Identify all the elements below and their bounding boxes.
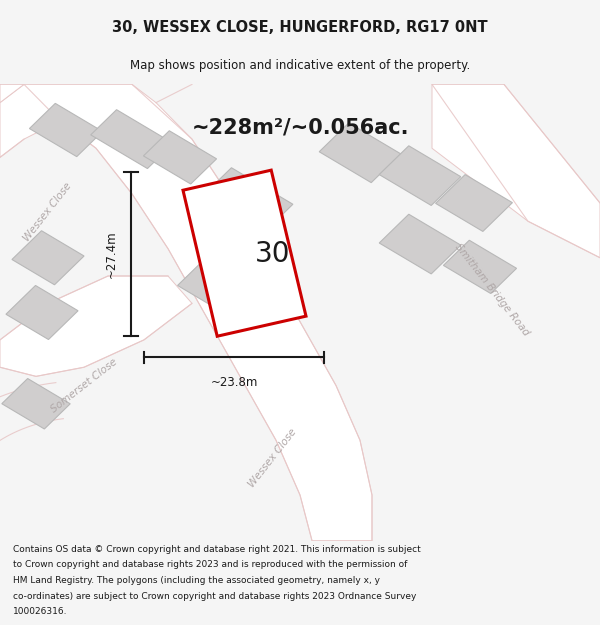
Text: Map shows position and indicative extent of the property.: Map shows position and indicative extent… [130, 59, 470, 72]
Polygon shape [0, 276, 192, 376]
Text: Somerset Close: Somerset Close [49, 357, 119, 414]
Text: ~228m²/~0.056ac.: ~228m²/~0.056ac. [191, 118, 409, 138]
Polygon shape [379, 146, 461, 206]
Polygon shape [0, 84, 24, 102]
Text: 30: 30 [255, 240, 291, 268]
Polygon shape [0, 84, 372, 541]
Polygon shape [432, 84, 600, 258]
Polygon shape [12, 231, 84, 285]
Polygon shape [436, 174, 512, 231]
Text: 30, WESSEX CLOSE, HUNGERFORD, RG17 0NT: 30, WESSEX CLOSE, HUNGERFORD, RG17 0NT [112, 19, 488, 34]
Polygon shape [319, 123, 401, 182]
Polygon shape [443, 240, 517, 294]
Text: Wessex Close: Wessex Close [247, 428, 299, 490]
Polygon shape [143, 131, 217, 184]
Text: to Crown copyright and database rights 2023 and is reproduced with the permissio: to Crown copyright and database rights 2… [13, 561, 407, 569]
Polygon shape [29, 103, 103, 157]
Text: ~27.4m: ~27.4m [105, 230, 118, 278]
Text: co-ordinates) are subject to Crown copyright and database rights 2023 Ordnance S: co-ordinates) are subject to Crown copyr… [13, 592, 416, 601]
Polygon shape [178, 257, 254, 314]
Text: ~23.8m: ~23.8m [211, 376, 257, 389]
Polygon shape [91, 110, 173, 169]
Text: Smitham Bridge Road: Smitham Bridge Road [453, 242, 531, 338]
Polygon shape [6, 286, 78, 339]
Text: Contains OS data © Crown copyright and database right 2021. This information is : Contains OS data © Crown copyright and d… [13, 545, 421, 554]
Text: 100026316.: 100026316. [13, 608, 68, 616]
Text: HM Land Registry. The polygons (including the associated geometry, namely x, y: HM Land Registry. The polygons (includin… [13, 576, 380, 585]
Text: Wessex Close: Wessex Close [22, 181, 74, 243]
Polygon shape [2, 379, 70, 429]
Polygon shape [183, 170, 306, 336]
Polygon shape [379, 214, 461, 274]
Polygon shape [187, 168, 293, 248]
